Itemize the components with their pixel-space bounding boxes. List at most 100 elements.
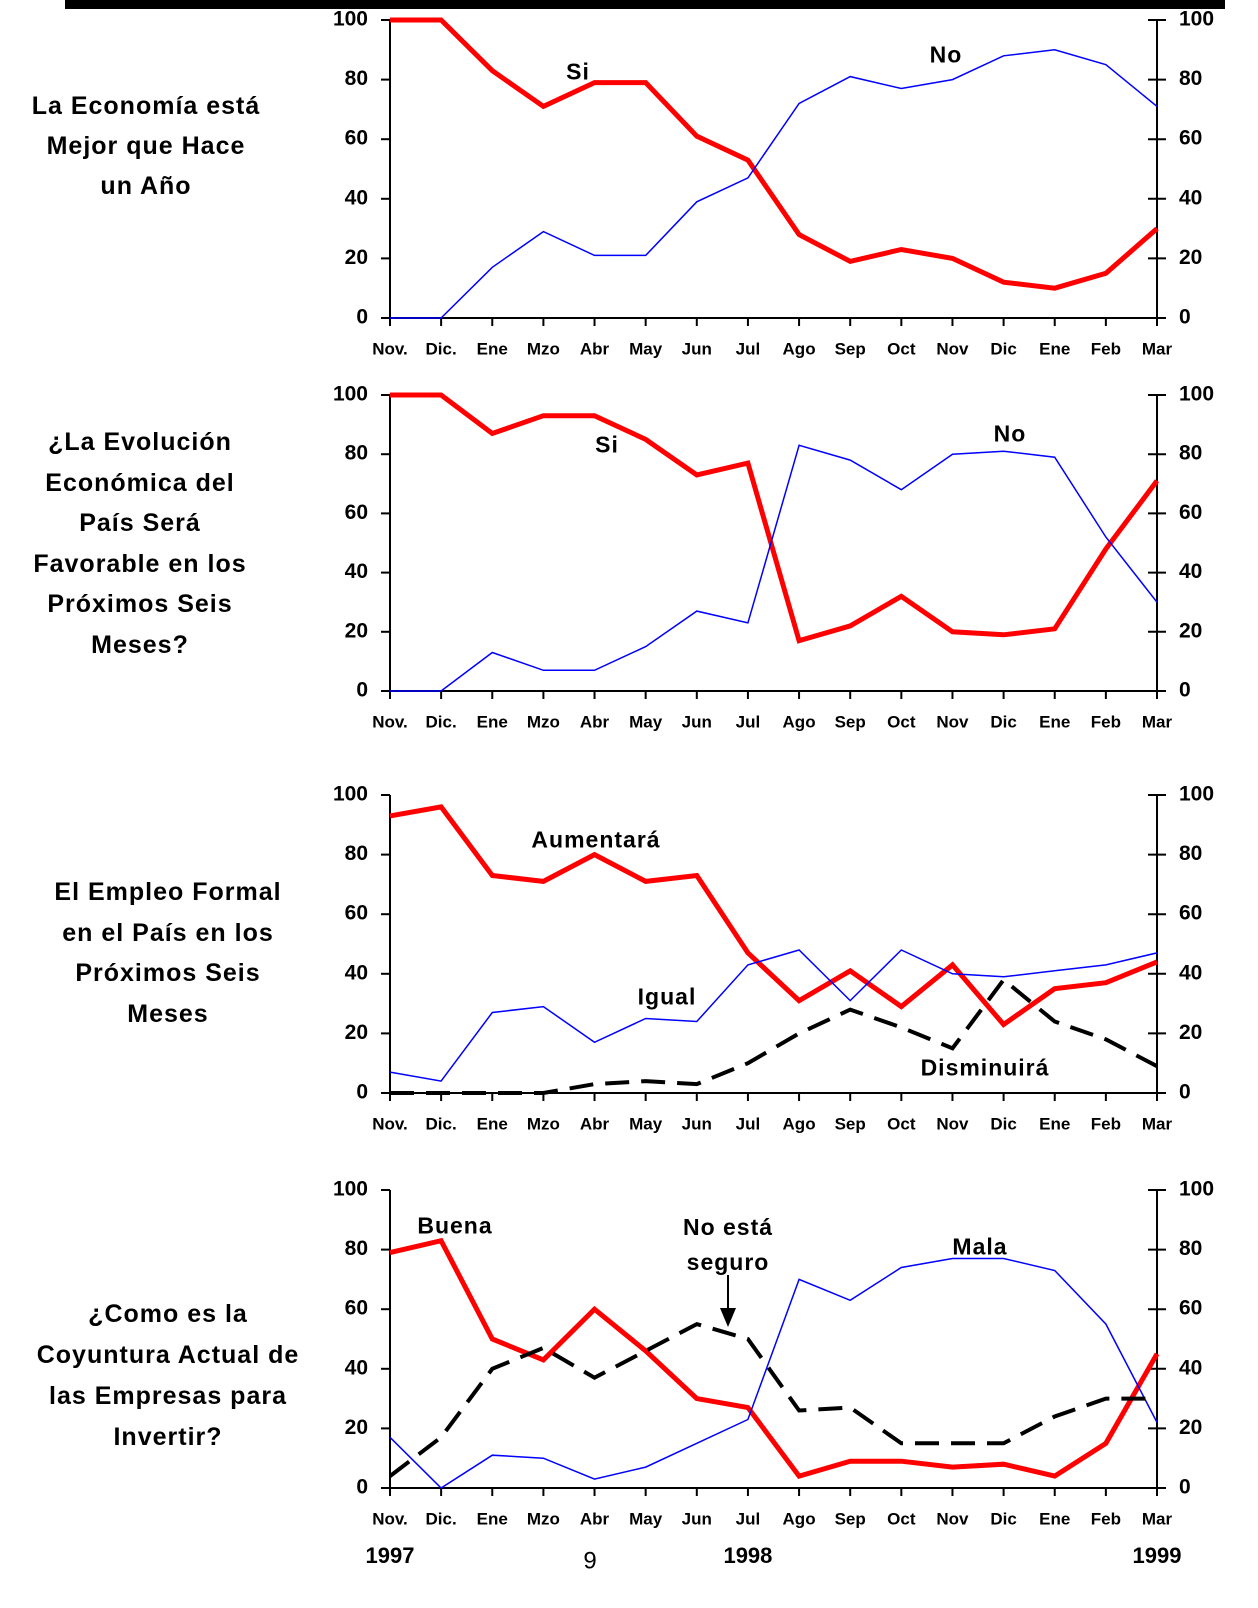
series-label: Mala — [952, 1233, 1008, 1260]
y-tick-label-right: 0 — [1179, 679, 1191, 702]
x-tick-label: Abr — [580, 712, 610, 731]
x-tick-label: Nov — [936, 1509, 969, 1528]
y-tick-label-right: 100 — [1179, 383, 1214, 406]
x-tick-label: Sep — [835, 712, 866, 731]
y-tick-label-left: 100 — [333, 383, 368, 406]
y-tick-label-left: 0 — [356, 679, 368, 702]
y-tick-label-right: 100 — [1179, 8, 1214, 31]
x-tick-label: Ene — [477, 339, 508, 358]
x-tick-label: Nov — [936, 1114, 969, 1133]
y-tick-label-right: 60 — [1179, 902, 1202, 925]
y-tick-label-right: 0 — [1179, 1081, 1191, 1104]
side-title-line: ¿Como es la — [88, 1300, 248, 1328]
series-line — [389, 804, 1158, 1028]
x-tick-label: Oct — [887, 1509, 916, 1528]
side-title-line: Favorable en los — [33, 549, 247, 578]
y-tick-label-left: 100 — [333, 783, 368, 806]
y-tick-label-left: 80 — [345, 842, 368, 865]
y-tick-label-right: 80 — [1179, 1237, 1202, 1260]
y-tick-label-left: 20 — [345, 1416, 368, 1439]
y-tick-label-left: 60 — [345, 501, 368, 524]
x-tick-label: Dic — [990, 712, 1016, 731]
side-title-line: en el País en los — [62, 918, 274, 947]
x-tick-label: Jun — [682, 1114, 712, 1133]
top-rule — [65, 0, 1225, 9]
x-tick-label: May — [629, 712, 663, 731]
y-tick-label-right: 20 — [1179, 246, 1202, 269]
series-line — [389, 1237, 1160, 1479]
side-title-line: Coyuntura Actual de — [36, 1341, 300, 1369]
y-tick-label-right: 80 — [1179, 842, 1202, 865]
y-tick-label-right: 40 — [1179, 186, 1202, 209]
x-tick-label: Sep — [835, 1509, 866, 1528]
x-tick-label: Feb — [1091, 712, 1121, 731]
x-tick-label: Mzo — [527, 1114, 560, 1133]
y-tick-label-left: 40 — [345, 961, 368, 984]
series-line — [390, 392, 1159, 644]
y-tick-label-right: 60 — [1179, 501, 1202, 524]
y-tick-label-right: 100 — [1179, 783, 1214, 806]
x-tick-label: Ago — [783, 1114, 816, 1133]
x-tick-label: Dic. — [426, 339, 457, 358]
x-tick-label: Ene — [477, 1509, 508, 1528]
x-tick-label: Nov — [936, 339, 969, 358]
x-tick-label: Dic — [990, 1509, 1016, 1528]
side-title-line: El Empleo Formal — [54, 878, 282, 906]
y-tick-label-right: 80 — [1179, 442, 1202, 465]
x-tick-label: Oct — [887, 339, 916, 358]
series-label: Buena — [417, 1212, 493, 1239]
series-line — [389, 1257, 1158, 1489]
x-tick-label: Jun — [682, 712, 712, 731]
y-tick-label-left: 60 — [345, 127, 368, 150]
x-tick-label: Ene — [477, 1114, 508, 1133]
x-tick-label: Oct — [887, 712, 916, 731]
x-tick-label: Dic — [990, 1114, 1016, 1133]
x-tick-label: Mar — [1142, 1509, 1173, 1528]
y-tick-label-right: 100 — [1179, 1178, 1214, 1201]
y-tick-label-left: 80 — [345, 1237, 368, 1260]
x-tick-label: Jun — [682, 1509, 712, 1528]
x-tick-label: May — [629, 1114, 663, 1133]
side-title-line: un Año — [100, 172, 192, 200]
side-title-line: Meses — [127, 999, 209, 1028]
y-tick-label-right: 80 — [1179, 67, 1202, 90]
side-title-line: Meses? — [91, 630, 189, 659]
x-tick-label: Mar — [1142, 1114, 1173, 1133]
side-title-line: País Será — [79, 509, 201, 537]
series-label: Aumentará — [531, 826, 661, 853]
y-tick-label-left: 20 — [345, 619, 368, 642]
x-tick-label: Abr — [580, 1114, 610, 1133]
y-tick-label-left: 0 — [356, 1081, 368, 1104]
side-title-line: Próximos Seis — [75, 959, 261, 987]
x-tick-label: Ago — [783, 712, 816, 731]
y-tick-label-right: 20 — [1179, 619, 1202, 642]
side-title-line: Invertir? — [113, 1423, 223, 1451]
x-tick-label: Jul — [736, 1509, 761, 1528]
side-title-line: Próximos Seis — [47, 590, 233, 618]
x-tick-label: Mar — [1142, 712, 1173, 731]
x-tick-label: Mzo — [527, 1509, 560, 1528]
x-tick-label: Nov — [936, 712, 969, 731]
y-tick-label-left: 100 — [333, 8, 368, 31]
x-tick-label: Nov. — [372, 1509, 408, 1528]
x-tick-label: Nov. — [372, 712, 408, 731]
series-label: No — [993, 420, 1027, 447]
side-title-line: Económica del — [45, 468, 235, 497]
side-title-line: Mejor que Hace — [46, 132, 246, 160]
x-tick-label: Jul — [736, 712, 761, 731]
x-tick-label: Abr — [580, 339, 610, 358]
y-tick-label-right: 0 — [1179, 306, 1191, 329]
x-tick-label: Ene — [1039, 1509, 1070, 1528]
x-tick-label: Dic. — [426, 712, 457, 731]
series-label: Disminuirá — [920, 1054, 1050, 1081]
y-tick-label-left: 100 — [333, 1178, 368, 1201]
x-tick-label: Abr — [580, 1509, 610, 1528]
y-tick-label-left: 60 — [345, 1297, 368, 1320]
series-label: No — [929, 41, 963, 68]
x-tick-label: Jul — [736, 1114, 761, 1133]
x-tick-label: Ene — [1039, 712, 1070, 731]
x-tick-label: Ene — [1039, 1114, 1070, 1133]
x-tick-label: Feb — [1091, 1114, 1121, 1133]
